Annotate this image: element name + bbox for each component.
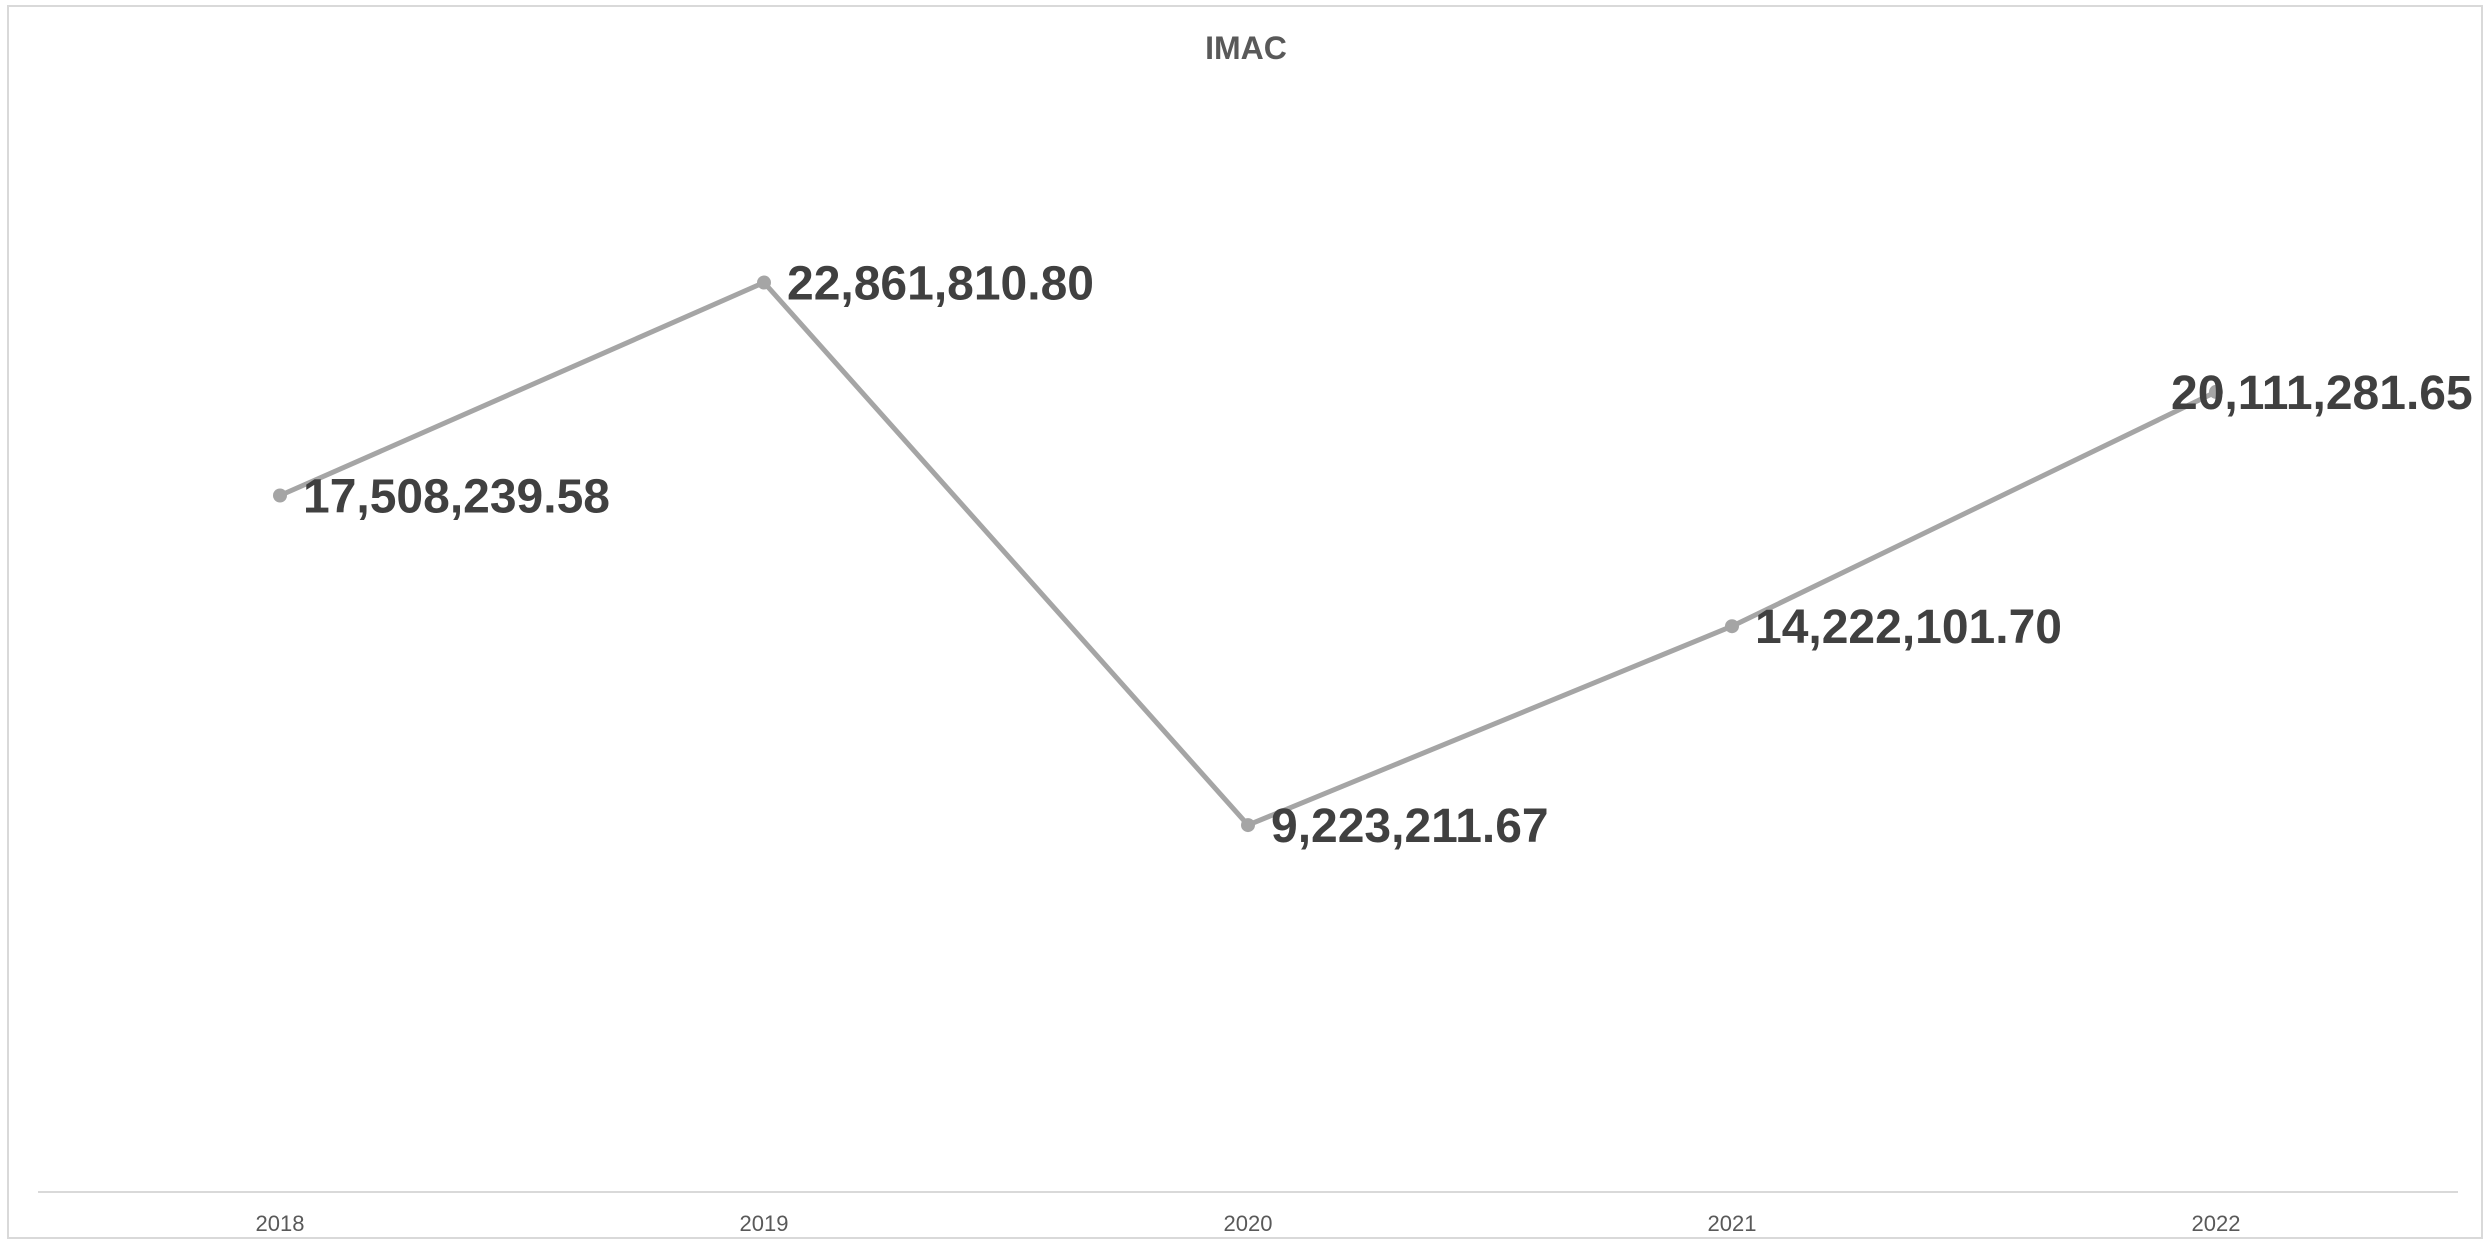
data-label-2019: 22,861,810.80 <box>787 258 1094 311</box>
data-label-2021: 14,222,101.70 <box>1755 601 2062 654</box>
chart-title: IMAC <box>1205 30 1287 66</box>
chart-frame <box>7 5 2483 1239</box>
data-label-2018: 17,508,239.58 <box>303 470 610 523</box>
data-point-2018 <box>273 488 287 503</box>
data-label-2022: 20,111,281.65 <box>2171 367 2473 420</box>
data-point-2021 <box>1725 619 1739 634</box>
x-tick-label-2022: 2022 <box>2192 1211 2241 1236</box>
series-line <box>277 280 2219 828</box>
data-point-2022 <box>2209 384 2223 399</box>
data-labels: 17,508,239.58 22,861,810.80 9,223,211.67 14… <box>303 258 2473 854</box>
data-point-2020 <box>1241 818 1255 833</box>
data-point-2019 <box>757 275 771 290</box>
x-tick-label-2020: 2020 <box>1224 1211 1273 1236</box>
x-tick-label-2021: 2021 <box>1708 1211 1757 1236</box>
x-tick-label-2019: 2019 <box>740 1211 789 1236</box>
x-tick-labels: 2018 2019 2020 2021 2022 <box>256 1211 2241 1236</box>
data-label-2020: 9,223,211.67 <box>1271 800 1549 853</box>
x-tick-label-2018: 2018 <box>256 1211 305 1236</box>
series-layer <box>273 275 2223 833</box>
